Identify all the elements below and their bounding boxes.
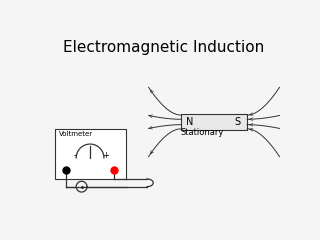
Text: N: N <box>187 117 194 127</box>
Bar <box>55 129 125 179</box>
Bar <box>181 114 247 131</box>
Text: Electromagnetic Induction: Electromagnetic Induction <box>63 40 265 55</box>
Text: Stationary: Stationary <box>181 128 224 137</box>
Text: S: S <box>235 117 241 127</box>
Text: +: + <box>102 151 109 160</box>
Text: -: - <box>73 151 76 160</box>
Text: Voltmeter: Voltmeter <box>59 131 92 137</box>
